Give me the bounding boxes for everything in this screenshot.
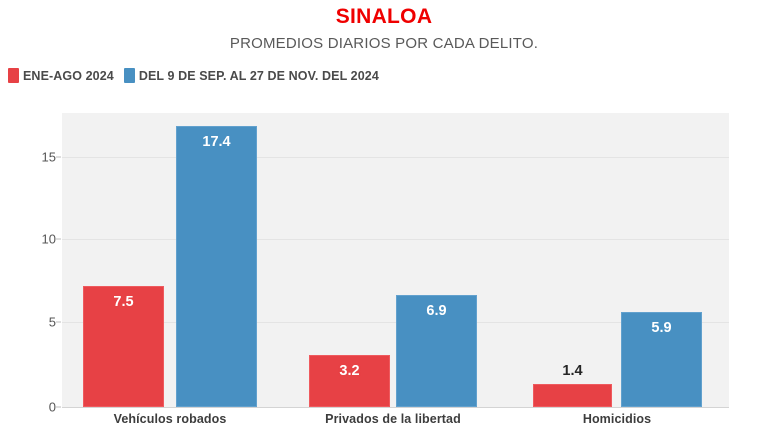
y-tick-label-5: 5	[48, 314, 56, 330]
x-axis-label-vehiculos-robados: Vehículos robados	[113, 412, 227, 426]
bar-privados-libertad-sep-nov[interactable]: 6.9	[396, 295, 477, 407]
x-axis-label-homicidios: Homicidios	[582, 412, 652, 426]
chart-legend: ENE-AGO 2024 DEL 9 DE SEP. AL 27 DE NOV.…	[8, 68, 379, 83]
legend-item-sep-nov-2024[interactable]: DEL 9 DE SEP. AL 27 DE NOV. DEL 2024	[123, 68, 379, 83]
gridline-5	[62, 322, 729, 323]
bar-value-label: 3.2	[339, 363, 360, 379]
bar-homicidios-ene-ago[interactable]: 1.4	[533, 363, 612, 407]
y-tick-dash-10	[56, 238, 61, 240]
x-axis-baseline	[62, 407, 729, 408]
bar-value-label: 7.5	[113, 294, 134, 310]
bar-privados-libertad-ene-ago[interactable]: 3.2	[309, 355, 390, 407]
y-tick-label-15: 15	[41, 149, 56, 165]
y-tick-label-0: 0	[48, 399, 56, 415]
legend-label-ene-ago-2024: ENE-AGO 2024	[23, 68, 114, 83]
bar-vehiculos-robados-ene-ago[interactable]: 7.5	[83, 286, 164, 407]
y-tick-label-10: 10	[41, 231, 56, 247]
bar-value-label: 6.9	[426, 303, 447, 319]
y-axis: 15 10 5 0	[0, 0, 61, 432]
gridline-10	[62, 239, 729, 240]
bar-vehiculos-robados-sep-nov[interactable]: 17.4	[176, 126, 257, 407]
legend-item-ene-ago-2024[interactable]: ENE-AGO 2024	[8, 68, 114, 83]
chart-subtitle: PROMEDIOS DIARIOS POR CADA DELITO.	[229, 35, 539, 52]
x-axis-label-privados-libertad: Privados de la libertad	[325, 412, 461, 426]
legend-swatch-blue-icon	[123, 68, 135, 83]
legend-swatch-red-icon	[8, 68, 19, 83]
bar-value-label: 5.9	[651, 320, 672, 336]
page-title: SINALOA	[335, 5, 433, 28]
chart-plot-area	[62, 113, 729, 407]
y-tick-dash-15	[56, 156, 61, 158]
bar-value-label: 17.4	[202, 134, 231, 150]
gridline-15	[62, 157, 729, 158]
y-tick-dash-0	[56, 406, 61, 408]
y-tick-dash-5	[56, 321, 61, 323]
legend-label-sep-nov-2024: DEL 9 DE SEP. AL 27 DE NOV. DEL 2024	[138, 68, 379, 83]
bar-homicidios-sep-nov[interactable]: 5.9	[621, 312, 702, 407]
